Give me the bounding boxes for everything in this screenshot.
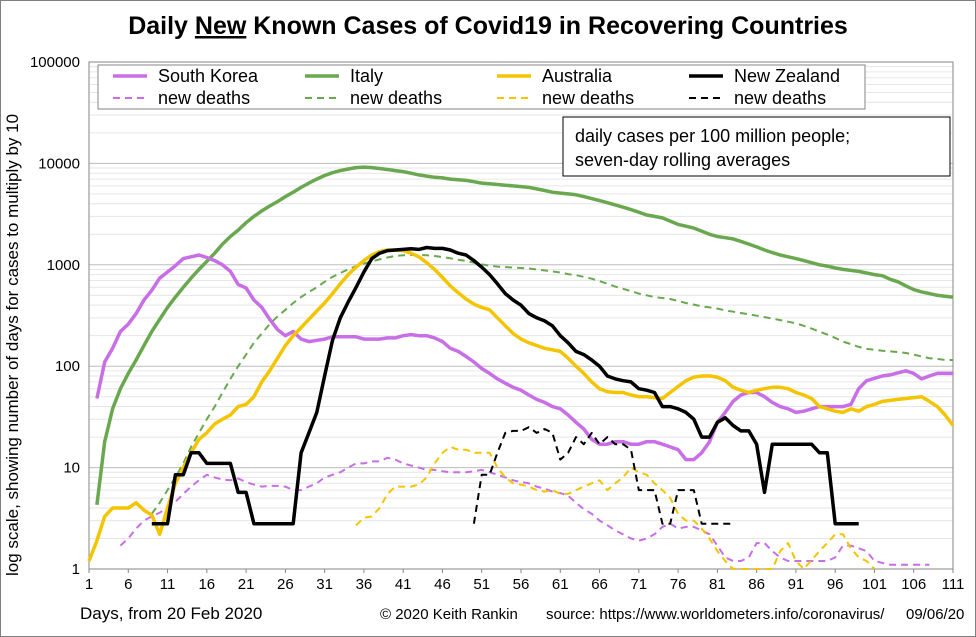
footer-copyright: © 2020 Keith Rankin <box>380 606 518 623</box>
series-line-south-korea-deaths <box>119 456 930 566</box>
annotation-note: daily cases per 100 million people; seve… <box>562 116 951 177</box>
chart-title-part-3: Known Cases of Covid19 in Recovering Cou… <box>246 12 848 40</box>
y-tick-label: 100000 <box>30 54 80 71</box>
legend-label: Australia <box>542 66 613 86</box>
series-line-australia-cases <box>87 248 955 562</box>
legend-label: New Zealand <box>734 66 840 86</box>
series-line-australia-deaths <box>355 445 876 570</box>
annotation-line-1: daily cases per 100 million people; <box>575 126 850 146</box>
x-tick-label: 16 <box>198 576 215 593</box>
legend-label: new deaths <box>158 88 250 108</box>
x-tick-label: 1 <box>85 576 93 593</box>
y-tick-label: 1000 <box>47 257 80 274</box>
chart-title-part-2: New <box>195 12 247 40</box>
y-tick-label: 10 <box>63 460 80 477</box>
x-tick-label: 86 <box>748 576 765 593</box>
series-line-italy-deaths <box>150 254 953 515</box>
series-line-new-zealand-cases <box>151 245 859 526</box>
series-line-new-zealand-deaths <box>472 426 734 525</box>
legend-label: new deaths <box>542 88 634 108</box>
x-tick-label: 31 <box>316 576 333 593</box>
x-tick-label: 106 <box>901 576 926 593</box>
series-line-south-korea-cases <box>95 253 953 462</box>
chart-title-part-1: Daily <box>128 12 195 40</box>
legend-label: new deaths <box>350 88 442 108</box>
x-tick-label: 21 <box>238 576 255 593</box>
x-tick-labels: 1 6 11 16 21 26 31 36 41 46 51 56 61 66 71 76 81 86 91 96 10… <box>85 569 965 593</box>
legend-label: South Korea <box>158 66 259 86</box>
x-tick-label: 41 <box>395 576 412 593</box>
legend-label: Italy <box>350 66 383 86</box>
x-tick-label: 26 <box>277 576 294 593</box>
series-line-italy-cases <box>95 165 954 506</box>
x-tick-label: 56 <box>513 576 530 593</box>
x-tick-label: 11 <box>160 576 176 593</box>
legend-box <box>97 64 866 110</box>
legend-label: new deaths <box>734 88 826 108</box>
y-axis-label: log scale, showing number of days for ca… <box>3 114 22 576</box>
annotation-line-2: seven-day rolling averages <box>575 150 790 170</box>
x-tick-label: 91 <box>788 576 805 593</box>
x-tick-label: 51 <box>473 576 490 593</box>
x-tick-label: 96 <box>827 576 844 593</box>
x-tick-label: 6 <box>124 576 132 593</box>
x-tick-label: 46 <box>434 576 451 593</box>
x-tick-label: 101 <box>862 576 887 593</box>
footer-date: 09/06/20 <box>906 606 964 623</box>
x-axis-label: Days, from 20 Feb 2020 <box>80 604 262 623</box>
footer-source: source: https://www.worldometers.info/co… <box>546 606 885 623</box>
y-tick-label: 1 <box>72 561 80 578</box>
x-tick-label: 61 <box>552 576 569 593</box>
y-tick-label: 10000 <box>38 155 80 172</box>
x-tick-label: 71 <box>630 576 647 593</box>
chart-title: Daily New Known Cases of Covid19 in Reco… <box>128 12 848 40</box>
x-tick-label: 66 <box>591 576 608 593</box>
y-tick-labels: 1 10 100 1000 10000 100000 <box>30 54 80 578</box>
x-tick-label: 36 <box>356 576 373 593</box>
y-tick-label: 100 <box>55 358 80 375</box>
series-lines <box>87 165 955 570</box>
x-tick-label: 111 <box>942 576 965 593</box>
x-tick-label: 76 <box>670 576 687 593</box>
annotation-box <box>562 116 951 177</box>
x-tick-label: 81 <box>709 576 726 593</box>
